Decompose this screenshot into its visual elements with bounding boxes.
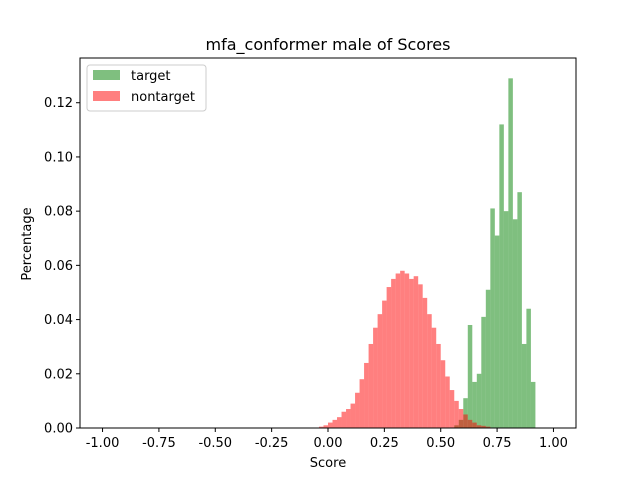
bar-nontarget: [481, 425, 486, 428]
bar-target: [503, 211, 509, 428]
bar-nontarget: [395, 273, 401, 428]
series-nontarget: [318, 270, 491, 428]
x-tick-label: 0.00: [314, 436, 343, 451]
x-tick-label: -1.00: [86, 436, 120, 451]
y-tick-label: 0.12: [44, 96, 73, 111]
bar-nontarget: [364, 362, 369, 428]
y-tick-label: 0.02: [44, 367, 73, 382]
legend-label-target: target: [131, 69, 171, 84]
x-tick-label: 0.50: [426, 436, 455, 451]
x-tick-label: -0.50: [198, 436, 232, 451]
bar-nontarget: [463, 414, 468, 428]
bar-nontarget: [341, 411, 347, 428]
bar-nontarget: [377, 314, 383, 428]
y-tick-label: 0.00: [44, 422, 73, 437]
bar-nontarget: [427, 314, 432, 428]
bar-nontarget: [413, 276, 419, 428]
bar-nontarget: [355, 392, 360, 428]
bar-nontarget: [409, 278, 414, 428]
y-axis: 0.00 0.02 0.04 0.06 0.08 0.10 0.12: [44, 96, 80, 437]
bar-target: [521, 343, 527, 428]
y-tick-label: 0.06: [44, 259, 73, 274]
bar-target: [490, 208, 495, 428]
bar-nontarget: [436, 343, 441, 428]
y-tick-label: 0.04: [44, 313, 73, 328]
x-tick-label: -0.25: [255, 436, 289, 451]
bar-nontarget: [440, 360, 446, 428]
bar-nontarget: [472, 422, 477, 428]
bar-nontarget: [431, 327, 437, 428]
bar-target: [517, 192, 522, 428]
bar-nontarget: [485, 426, 491, 428]
x-tick-label: 0.75: [483, 436, 512, 451]
bar-nontarget: [391, 278, 396, 428]
y-axis-label: Percentage: [20, 207, 35, 280]
bar-target: [467, 324, 473, 428]
bar-nontarget: [337, 417, 342, 428]
plot-area: [318, 78, 536, 429]
bar-nontarget: [373, 327, 378, 428]
bar-nontarget: [386, 287, 392, 428]
x-tick-label: 1.00: [539, 436, 568, 451]
bar-target: [472, 381, 477, 428]
y-tick-label: 0.08: [44, 205, 73, 220]
bar-nontarget: [445, 376, 450, 428]
bar-nontarget: [404, 273, 410, 428]
legend-swatch-nontarget: [93, 91, 120, 101]
bar-target: [485, 289, 491, 428]
bar-nontarget: [359, 379, 365, 428]
bar-nontarget: [467, 419, 473, 428]
bar-nontarget: [458, 409, 464, 428]
bar-nontarget: [323, 425, 328, 428]
chart-title: mfa_conformer male of Scores: [206, 35, 451, 55]
bar-target: [530, 381, 536, 428]
legend: target nontarget: [86, 64, 207, 112]
x-tick-label: -0.75: [142, 436, 176, 451]
bar-target: [463, 398, 468, 428]
x-tick-label: 0.25: [370, 436, 399, 451]
bar-nontarget: [368, 343, 374, 428]
x-axis: -1.00 -0.75 -0.50 -0.25 0.00 0.25 0.50 0.75 1.00: [86, 428, 568, 451]
bar-target: [494, 235, 500, 428]
legend-swatch-target: [93, 70, 120, 80]
bar-nontarget: [318, 426, 324, 428]
bar-target: [481, 316, 486, 428]
x-axis-label: Score: [310, 456, 346, 471]
bar-target: [476, 373, 482, 428]
bar-target: [508, 78, 513, 428]
bar-target: [499, 124, 504, 429]
bar-target: [526, 308, 531, 428]
bar-nontarget: [449, 390, 455, 428]
bar-nontarget: [382, 300, 387, 428]
bar-nontarget: [422, 297, 428, 428]
y-tick-label: 0.10: [44, 150, 73, 165]
bar-nontarget: [350, 403, 356, 428]
bar-nontarget: [328, 422, 333, 428]
plot-frame: [79, 57, 577, 429]
series-target: [454, 78, 536, 429]
bar-nontarget: [346, 409, 351, 428]
bar-nontarget: [454, 400, 459, 428]
bar-target: [512, 219, 518, 428]
bar-nontarget: [400, 270, 405, 428]
legend-label-nontarget: nontarget: [131, 90, 195, 105]
bar-nontarget: [476, 425, 482, 428]
bar-nontarget: [418, 284, 423, 428]
bar-nontarget: [332, 419, 338, 428]
